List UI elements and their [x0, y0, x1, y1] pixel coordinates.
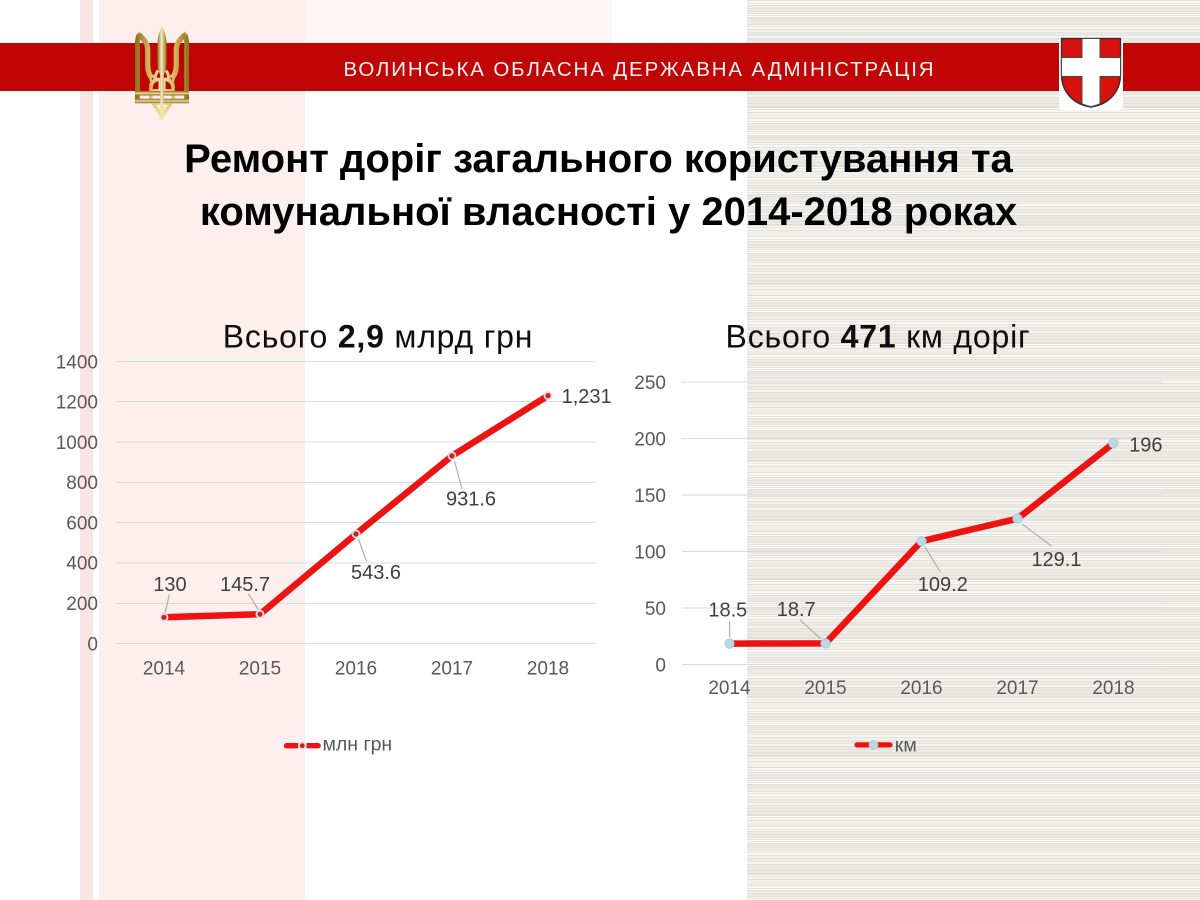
svg-text:Всього 471 км доріг: Всього 471 км доріг [726, 318, 1031, 354]
svg-text:2018: 2018 [527, 658, 569, 679]
svg-text:км: км [895, 735, 917, 757]
svg-text:931.6: 931.6 [446, 489, 496, 511]
svg-text:18.7: 18.7 [777, 599, 816, 621]
svg-text:600: 600 [66, 513, 98, 534]
svg-text:2015: 2015 [239, 658, 281, 679]
svg-text:18.5: 18.5 [708, 600, 747, 622]
svg-text:2018: 2018 [1092, 678, 1134, 699]
svg-text:0: 0 [87, 634, 98, 655]
svg-text:1000: 1000 [56, 433, 98, 454]
svg-text:145.7: 145.7 [220, 574, 270, 596]
svg-text:млн грн: млн грн [323, 734, 393, 756]
svg-text:0: 0 [655, 655, 666, 676]
svg-text:130: 130 [153, 574, 186, 596]
svg-text:2017: 2017 [996, 678, 1038, 699]
svg-text:150: 150 [634, 486, 666, 507]
svg-text:2015: 2015 [804, 678, 846, 699]
svg-text:2016: 2016 [335, 658, 377, 679]
svg-text:1,231: 1,231 [562, 386, 612, 408]
svg-text:196: 196 [1129, 435, 1162, 457]
svg-text:109.2: 109.2 [918, 574, 968, 596]
svg-text:543.6: 543.6 [351, 562, 401, 584]
svg-text:Всього 2,9 млрд грн: Всього 2,9 млрд грн [223, 318, 534, 354]
svg-text:129.1: 129.1 [1031, 549, 1081, 571]
svg-text:400: 400 [66, 554, 98, 575]
svg-text:250: 250 [634, 373, 666, 394]
svg-text:2014: 2014 [708, 678, 751, 699]
svg-text:200: 200 [634, 429, 666, 450]
svg-text:2017: 2017 [431, 658, 473, 679]
svg-text:2016: 2016 [900, 678, 942, 699]
svg-text:200: 200 [66, 594, 98, 615]
svg-text:1400: 1400 [56, 352, 98, 373]
svg-text:100: 100 [634, 542, 666, 563]
svg-text:50: 50 [645, 599, 666, 620]
svg-text:2014: 2014 [143, 658, 186, 679]
svg-text:800: 800 [66, 473, 98, 494]
svg-text:1200: 1200 [56, 393, 98, 414]
